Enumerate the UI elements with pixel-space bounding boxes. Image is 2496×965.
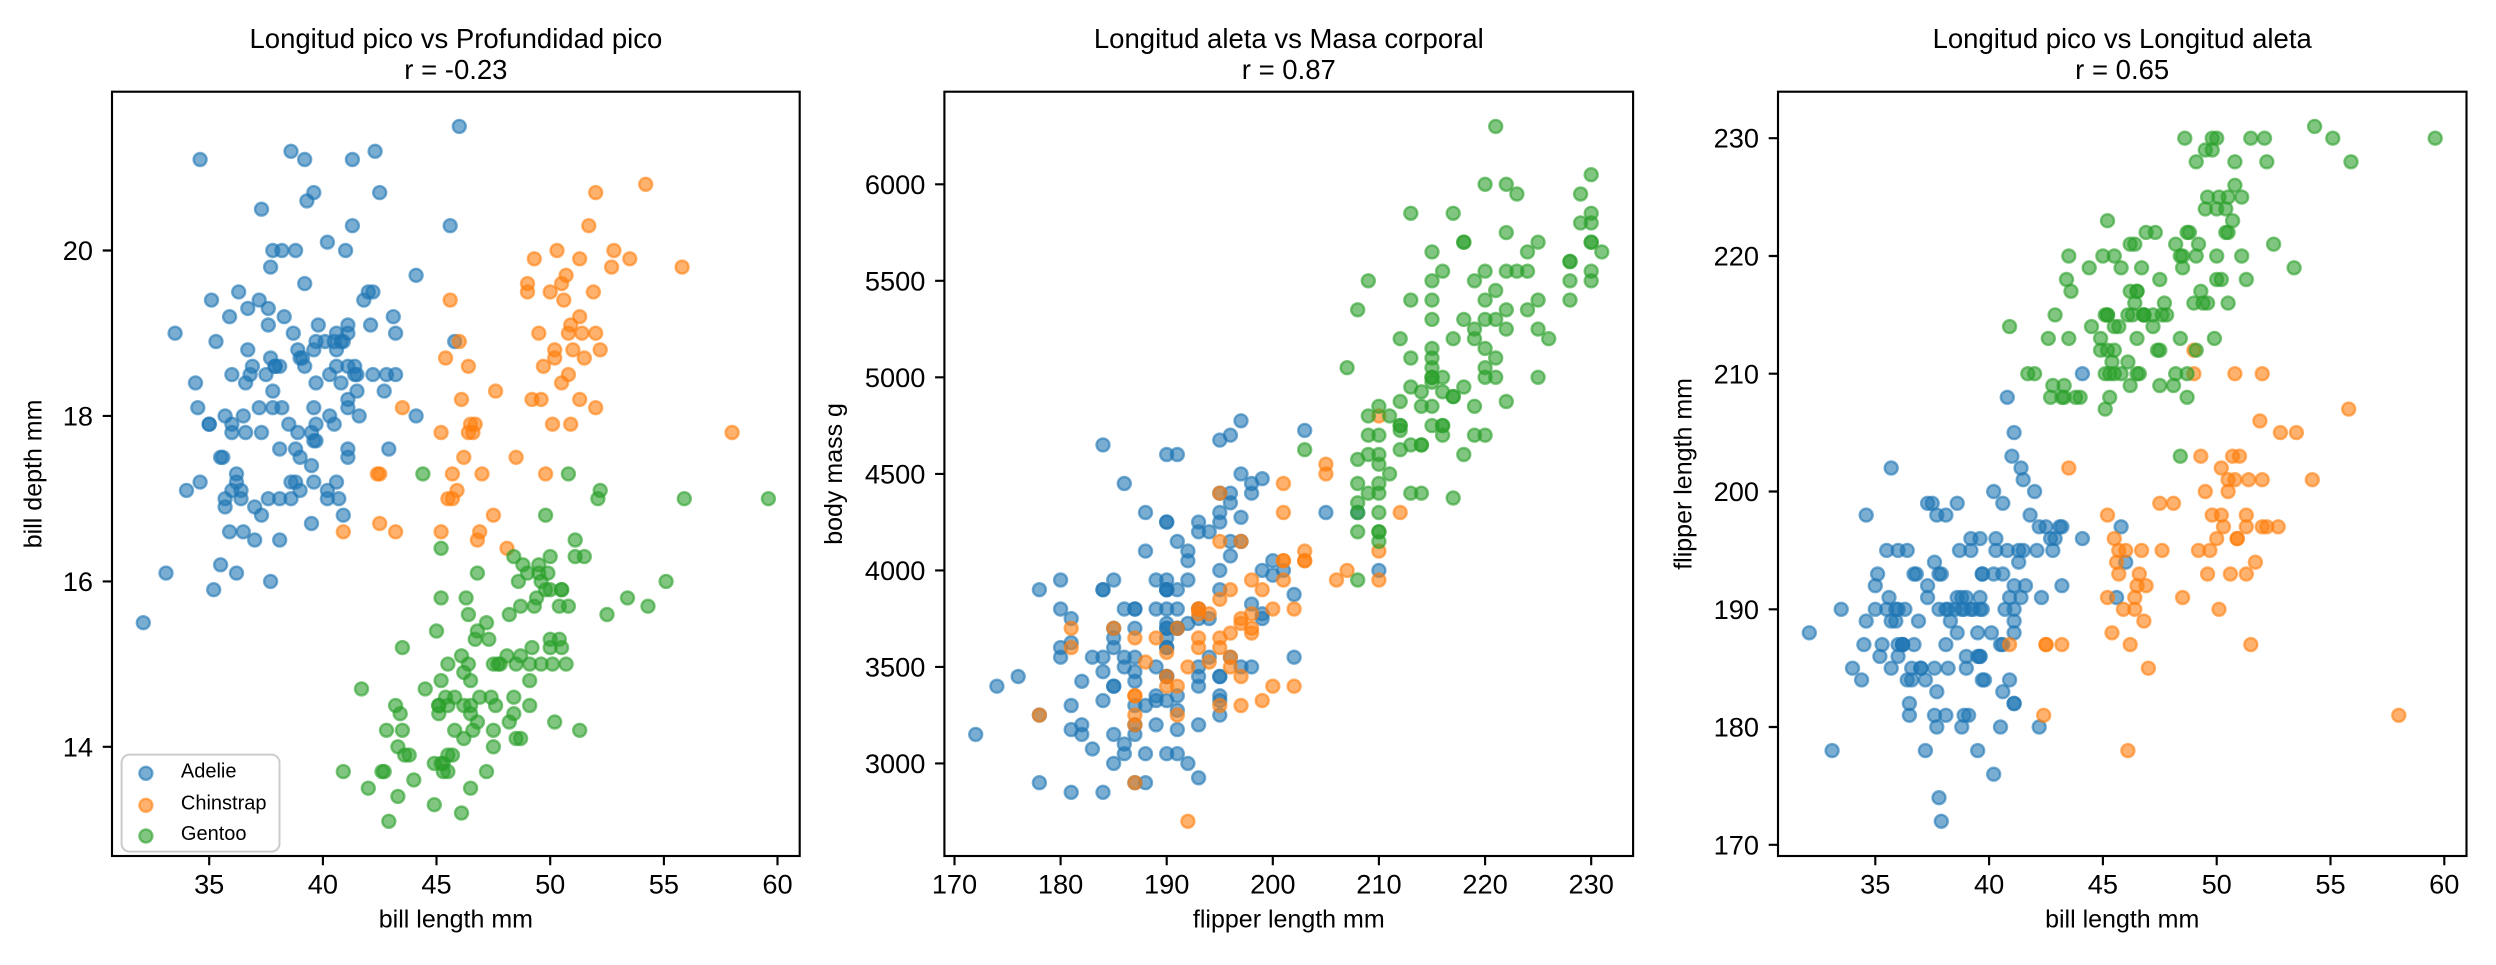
- svg-text:55: 55: [2315, 869, 2345, 900]
- svg-text:16: 16: [63, 566, 93, 597]
- svg-text:170: 170: [1714, 829, 1759, 860]
- svg-text:bill depth mm: bill depth mm: [19, 400, 47, 549]
- svg-text:190: 190: [1714, 594, 1759, 625]
- svg-text:18: 18: [63, 401, 93, 432]
- svg-text:180: 180: [1038, 869, 1083, 900]
- svg-text:bill length mm: bill length mm: [2045, 906, 2199, 934]
- svg-text:170: 170: [932, 869, 977, 900]
- svg-text:4500: 4500: [865, 458, 925, 489]
- svg-text:5000: 5000: [865, 362, 925, 393]
- svg-text:200: 200: [1250, 869, 1295, 900]
- svg-text:6000: 6000: [865, 169, 925, 200]
- svg-text:220: 220: [1714, 241, 1759, 272]
- svg-text:20: 20: [63, 235, 93, 266]
- svg-text:14: 14: [63, 731, 93, 762]
- svg-text:230: 230: [1714, 123, 1759, 154]
- svg-text:Longitud pico vs Profundidad p: Longitud pico vs Profundidad pico: [250, 23, 663, 54]
- svg-text:40: 40: [1974, 869, 2004, 900]
- svg-text:Adelie: Adelie: [181, 760, 237, 782]
- svg-text:body mass g: body mass g: [820, 403, 848, 545]
- svg-text:3000: 3000: [865, 748, 925, 779]
- svg-text:Longitud aleta vs Masa corpora: Longitud aleta vs Masa corporal: [1094, 23, 1484, 54]
- svg-text:3500: 3500: [865, 651, 925, 682]
- svg-text:60: 60: [762, 869, 792, 900]
- svg-text:45: 45: [2088, 869, 2118, 900]
- svg-text:Longitud pico vs Longitud alet: Longitud pico vs Longitud aleta: [1933, 23, 2313, 54]
- svg-text:Chinstrap: Chinstrap: [181, 792, 267, 814]
- svg-text:4000: 4000: [865, 555, 925, 586]
- svg-text:180: 180: [1714, 712, 1759, 743]
- svg-text:230: 230: [1569, 869, 1614, 900]
- svg-text:55: 55: [649, 869, 679, 900]
- svg-text:50: 50: [535, 869, 565, 900]
- svg-text:60: 60: [2429, 869, 2459, 900]
- svg-text:45: 45: [421, 869, 451, 900]
- svg-text:220: 220: [1462, 869, 1507, 900]
- svg-text:40: 40: [308, 869, 338, 900]
- svg-text:bill length mm: bill length mm: [379, 906, 533, 934]
- svg-text:flipper length mm: flipper length mm: [1669, 378, 1697, 570]
- svg-text:35: 35: [194, 869, 224, 900]
- svg-text:200: 200: [1714, 476, 1759, 507]
- svg-text:r = 0.65: r = 0.65: [2075, 54, 2169, 85]
- svg-text:r = -0.23: r = -0.23: [404, 54, 507, 85]
- svg-text:35: 35: [1860, 869, 1890, 900]
- svg-text:r = 0.87: r = 0.87: [1242, 54, 1336, 85]
- svg-text:5500: 5500: [865, 265, 925, 296]
- svg-text:flipper length mm: flipper length mm: [1193, 906, 1385, 934]
- svg-text:50: 50: [2202, 869, 2232, 900]
- svg-text:210: 210: [1714, 358, 1759, 389]
- svg-text:210: 210: [1356, 869, 1401, 900]
- svg-text:190: 190: [1144, 869, 1189, 900]
- svg-text:Gentoo: Gentoo: [181, 823, 247, 845]
